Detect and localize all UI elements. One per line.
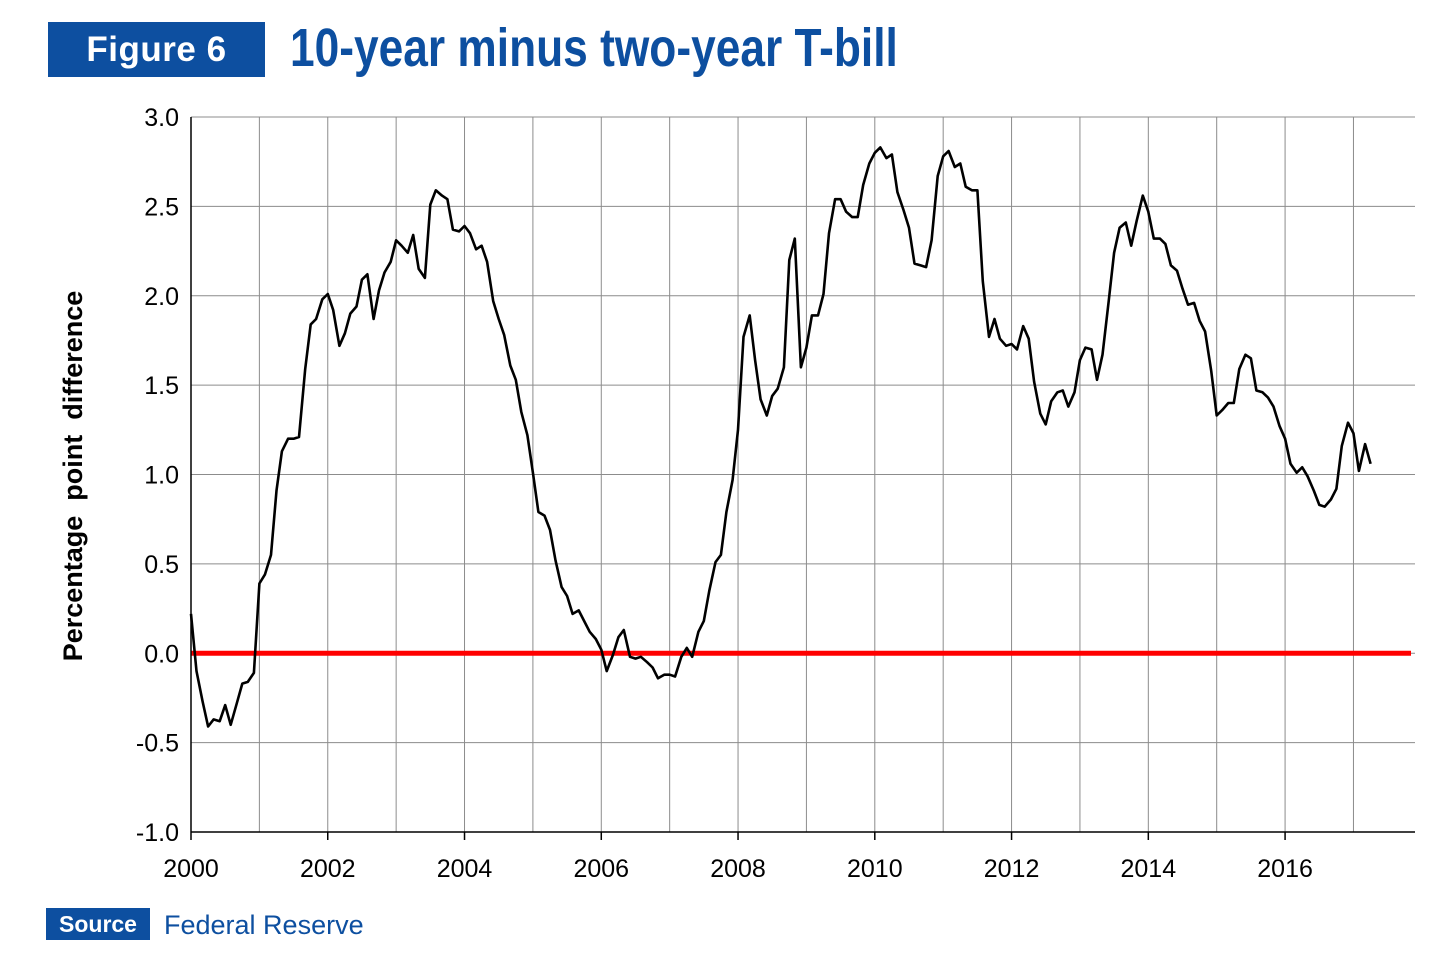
chart-title: 10-year minus two-year T-bill: [290, 18, 898, 78]
x-tick-label: 2010: [847, 855, 903, 883]
y-axis-label: Percentage point difference: [58, 291, 88, 662]
y-tick-label: -0.5: [136, 730, 179, 758]
x-tick-label: 2014: [1121, 855, 1177, 883]
y-tick-label: 0.5: [144, 551, 179, 579]
y-tick-label: 3.0: [144, 104, 179, 132]
x-tick-label: 2002: [300, 855, 356, 883]
x-tick-label: 2012: [984, 855, 1040, 883]
figure-label: Figure 6: [86, 29, 227, 69]
line-chart: -1.0-0.50.00.51.01.52.02.53.0 2000 2002 20…: [58, 104, 1415, 883]
figure-label-badge: Figure 6: [48, 22, 265, 77]
x-tick-labels: 2000 2002 2004 2006 2008 2010 2012 2014 2016: [163, 855, 1313, 883]
x-tick-label: 2004: [437, 855, 493, 883]
series-line-0: [189, 146, 1372, 728]
y-tick-label: 1.0: [144, 462, 179, 490]
series-layer: [189, 146, 1372, 728]
y-tick-labels: -1.0 -0.5 0.0 0.5 1.0 1.5 2.0 2.5 3.0: [136, 104, 179, 847]
horizontal-gridlines: [191, 116, 1415, 744]
y-tick-label: 2.5: [144, 193, 179, 221]
y-tick-label: 0.0: [144, 640, 179, 668]
source-text: Federal Reserve: [164, 910, 364, 940]
x-tick-label: 2008: [710, 855, 766, 883]
x-tick-label: 2000: [163, 855, 219, 883]
source-label: Source: [59, 910, 137, 937]
y-tick-label: 2.0: [144, 283, 179, 311]
y-tick-label: -1.0: [136, 819, 179, 847]
axes-layer: [190, 117, 1415, 840]
x-tick-label: 2016: [1257, 855, 1313, 883]
source-badge: Source: [46, 908, 150, 940]
x-tick-label: 2006: [573, 855, 629, 883]
y-tick-label: 1.5: [144, 372, 179, 400]
